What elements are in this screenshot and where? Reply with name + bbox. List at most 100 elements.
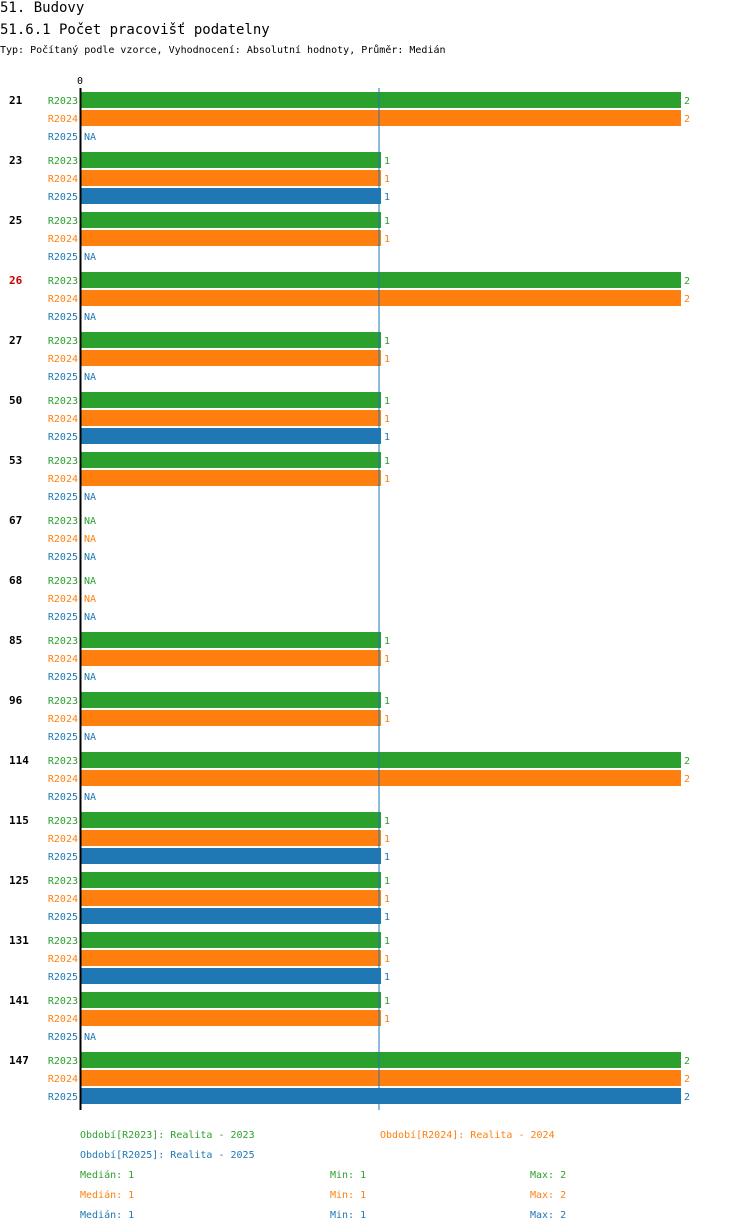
series-label: R2023: [48, 276, 78, 287]
value-label: 1: [384, 396, 390, 407]
value-label: 1: [384, 354, 390, 365]
stat-max-R2024: Max: 2: [530, 1190, 566, 1201]
category-label: 96: [9, 694, 23, 707]
na-label: NA: [84, 552, 96, 563]
category-label: 67: [9, 514, 22, 527]
value-label: 2: [684, 1074, 690, 1085]
series-label: R2025: [48, 1092, 78, 1103]
series-label: R2024: [48, 774, 78, 785]
series-label: R2023: [48, 96, 78, 107]
series-label: R2025: [48, 552, 78, 563]
series-label: R2025: [48, 492, 78, 503]
stat-median-R2025: Medián: 1: [80, 1209, 134, 1221]
category-label: 125: [9, 874, 29, 887]
stat-median-R2023: Medián: 1: [80, 1169, 134, 1181]
series-label: R2025: [48, 1032, 78, 1043]
series-label: R2025: [48, 372, 78, 383]
series-label: R2023: [48, 696, 78, 707]
bar-R2024-21: [81, 110, 681, 126]
series-label: R2023: [48, 576, 78, 587]
series-label: R2023: [48, 936, 78, 947]
na-label: NA: [84, 576, 96, 587]
bar-R2024-27: [81, 350, 381, 366]
series-label: R2025: [48, 672, 78, 683]
series-label: R2024: [48, 894, 78, 905]
value-label: 1: [384, 192, 390, 203]
value-label: 1: [384, 432, 390, 443]
category-label: 141: [9, 994, 29, 1007]
bar-R2023-23: [81, 152, 381, 168]
bar-R2023-115: [81, 812, 381, 828]
series-label: R2023: [48, 156, 78, 167]
series-label: R2024: [48, 114, 78, 125]
na-label: NA: [84, 1032, 96, 1043]
series-label: R2025: [48, 972, 78, 983]
series-label: R2024: [48, 834, 78, 845]
value-label: 1: [384, 216, 390, 227]
category-label: 147: [9, 1054, 29, 1067]
series-label: R2024: [48, 414, 78, 425]
value-label: 2: [684, 294, 690, 305]
bar-R2023-131: [81, 932, 381, 948]
bar-R2023-21: [81, 92, 681, 108]
bar-R2023-27: [81, 332, 381, 348]
series-label: R2025: [48, 612, 78, 623]
value-label: 1: [384, 936, 390, 947]
section-heading: 51. Budovy: [0, 0, 85, 16]
category-label: 23: [9, 154, 22, 167]
value-label: 2: [684, 1056, 690, 1067]
series-label: R2023: [48, 516, 78, 527]
na-label: NA: [84, 792, 96, 803]
series-label: R2025: [48, 252, 78, 263]
value-label: 2: [684, 1092, 690, 1103]
stat-max-R2025: Max: 2: [530, 1210, 566, 1221]
bar-R2025-125: [81, 908, 381, 924]
axis-zero-label: 0: [77, 76, 83, 87]
value-label: 1: [384, 852, 390, 863]
stat-min-R2023: Min: 1: [330, 1170, 366, 1181]
bar-R2024-115: [81, 830, 381, 846]
value-label: 1: [384, 636, 390, 647]
na-label: NA: [84, 492, 96, 503]
chart-subtitle: Typ: Počítaný podle vzorce, Vyhodnocení:…: [0, 45, 446, 56]
na-label: NA: [84, 672, 96, 683]
series-label: R2023: [48, 456, 78, 467]
na-label: NA: [84, 132, 96, 143]
bar-R2024-114: [81, 770, 681, 786]
bar-R2023-147: [81, 1052, 681, 1068]
series-label: R2023: [48, 216, 78, 227]
series-label: R2023: [48, 996, 78, 1007]
bar-R2024-85: [81, 650, 381, 666]
legend-period-R2024: Období[R2024]: Realita - 2024: [380, 1129, 555, 1141]
bar-R2024-147: [81, 1070, 681, 1086]
value-label: 1: [384, 1014, 390, 1025]
category-label: 68: [9, 574, 22, 587]
category-label: 50: [9, 394, 22, 407]
category-label: 115: [9, 814, 29, 827]
series-label: R2024: [48, 294, 78, 305]
series-label: R2023: [48, 816, 78, 827]
value-label: 1: [384, 954, 390, 965]
value-label: 2: [684, 756, 690, 767]
series-label: R2025: [48, 192, 78, 203]
category-label: 26: [9, 274, 23, 287]
value-label: 2: [684, 96, 690, 107]
value-label: 1: [384, 336, 390, 347]
na-label: NA: [84, 252, 96, 263]
value-label: 2: [684, 774, 690, 785]
na-label: NA: [84, 312, 96, 323]
series-label: R2024: [48, 234, 78, 245]
value-label: 1: [384, 174, 390, 185]
category-label: 21: [9, 94, 23, 107]
series-label: R2024: [48, 474, 78, 485]
bar-R2025-50: [81, 428, 381, 444]
category-label: 85: [9, 634, 22, 647]
series-label: R2023: [48, 336, 78, 347]
series-label: R2025: [48, 132, 78, 143]
stat-median-R2024: Medián: 1: [80, 1189, 134, 1201]
value-label: 1: [384, 414, 390, 425]
series-label: R2024: [48, 714, 78, 725]
value-label: 1: [384, 834, 390, 845]
value-label: 1: [384, 912, 390, 923]
